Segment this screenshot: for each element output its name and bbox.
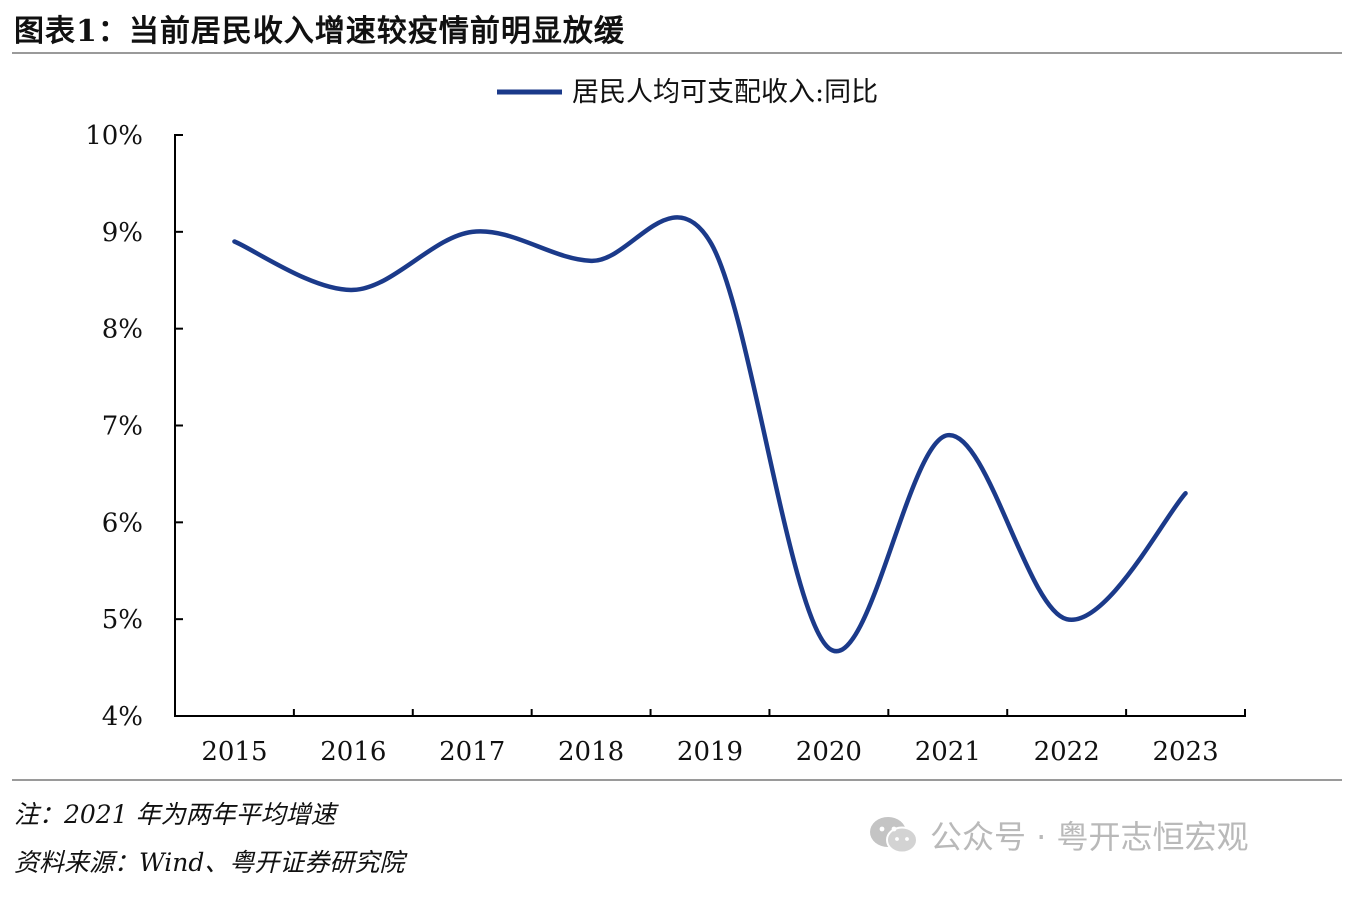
x-tick-label: 2018 xyxy=(558,737,624,767)
y-tick-label: 5% xyxy=(102,605,143,635)
x-tick-label: 2017 xyxy=(439,737,505,767)
y-tick-label: 10% xyxy=(85,121,143,151)
figure-note: 注：2021 年为两年平均增速 xyxy=(14,800,336,829)
top-divider xyxy=(12,52,1342,54)
line-chart: 居民人均可支配收入:同比 4% 5% 6% 7% 8% 9% 10% 2015 2016 2017… xyxy=(85,77,1246,767)
series-line xyxy=(232,215,1188,654)
watermark: 公众号 · 粤开志恒宏观 xyxy=(868,812,1249,858)
x-tick-label: 2015 xyxy=(201,737,267,767)
x-tick-label: 2023 xyxy=(1152,737,1218,767)
bottom-divider xyxy=(12,779,1342,781)
y-tick-label: 7% xyxy=(102,412,143,442)
y-tick-label: 9% xyxy=(102,218,143,248)
x-tick-label: 2021 xyxy=(915,737,981,767)
watermark-text: 公众号 · 粤开志恒宏观 xyxy=(930,818,1249,856)
x-tick-label: 2016 xyxy=(320,737,386,767)
legend-label: 居民人均可支配收入:同比 xyxy=(572,77,878,108)
y-tick-label: 4% xyxy=(102,702,143,732)
axes xyxy=(174,135,1245,717)
y-tick-label: 6% xyxy=(102,508,143,538)
x-tick-label: 2020 xyxy=(796,737,862,767)
x-tick-label: 2022 xyxy=(1034,737,1100,767)
x-tick-label: 2019 xyxy=(677,737,743,767)
legend: 居民人均可支配收入:同比 xyxy=(497,77,878,108)
y-tick-label: 8% xyxy=(102,315,143,345)
wechat-icon xyxy=(870,817,918,854)
ticks: 4% 5% 6% 7% 8% 9% 10% 2015 2016 2017 2018 2019 2020 2… xyxy=(85,121,1246,767)
figure-title: 图表1：当前居民收入增速较疫情前明显放缓 xyxy=(14,14,625,49)
figure-source: 资料来源：Wind、粤开证券研究院 xyxy=(14,848,405,877)
